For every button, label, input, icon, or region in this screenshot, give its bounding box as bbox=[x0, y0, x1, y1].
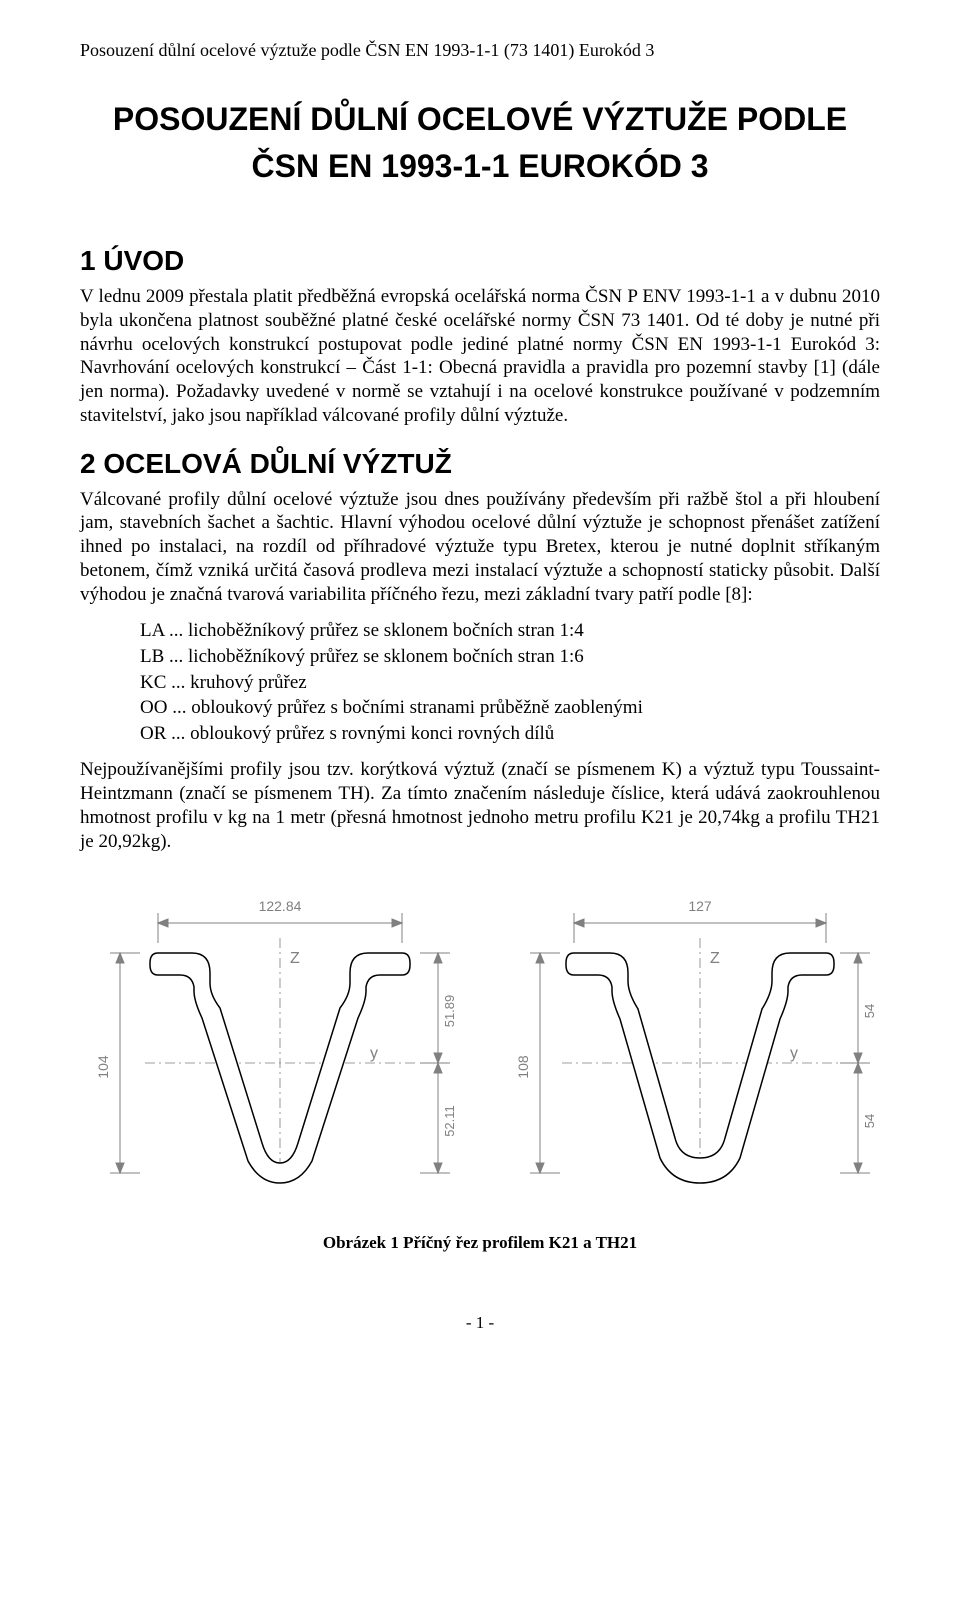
list-item: OR ... obloukový průřez s rovnými konci … bbox=[80, 721, 880, 747]
list-item: LB ... lichoběžníkový průřez se sklonem … bbox=[80, 644, 880, 670]
dim-width-right: 127 bbox=[688, 898, 712, 914]
dim-height-right: 108 bbox=[515, 1056, 531, 1080]
dim-upper-right: 54 bbox=[862, 1004, 877, 1018]
main-title-line1: POSOUZENÍ DŮLNÍ OCELOVÉ VÝZTUŽE PODLE bbox=[80, 101, 880, 138]
figure-row: 122.84 104 51.89 bbox=[80, 883, 880, 1203]
list-item: LA ... lichoběžníkový průřez se sklonem … bbox=[80, 618, 880, 644]
dim-upper-left: 51.89 bbox=[442, 995, 457, 1028]
list-item: OO ... obloukový průřez s bočními strana… bbox=[80, 695, 880, 721]
profile-k21-svg: 122.84 104 51.89 bbox=[80, 883, 460, 1203]
document-page: Posouzení důlní ocelové výztuže podle ČS… bbox=[0, 0, 960, 1373]
dim-height-left: 104 bbox=[95, 1056, 111, 1080]
axis-y-right: y bbox=[790, 1045, 798, 1062]
section-1-heading: 1 ÚVOD bbox=[80, 245, 880, 277]
dim-width-left: 122.84 bbox=[259, 898, 302, 914]
dim-lower-left: 52.11 bbox=[442, 1106, 457, 1138]
page-number: - 1 - bbox=[80, 1313, 880, 1333]
section-2-paragraph-2: Nejpoužívanějšími profily jsou tzv. korý… bbox=[80, 758, 880, 853]
running-header: Posouzení důlní ocelové výztuže podle ČS… bbox=[80, 40, 880, 61]
axis-y-left: y bbox=[370, 1045, 378, 1062]
figure-caption: Obrázek 1 Příčný řez profilem K21 a TH21 bbox=[80, 1233, 880, 1253]
profile-th21-svg: 127 108 54 5 bbox=[500, 883, 880, 1203]
axis-z-right: Z bbox=[710, 950, 720, 967]
dim-lower-right: 54 bbox=[862, 1114, 877, 1128]
axis-z-left: Z bbox=[290, 950, 300, 967]
section-2-heading: 2 OCELOVÁ DŮLNÍ VÝZTUŽ bbox=[80, 448, 880, 480]
main-title-line2: ČSN EN 1993-1-1 EUROKÓD 3 bbox=[80, 148, 880, 185]
list-item: KC ... kruhový průřez bbox=[80, 670, 880, 696]
section-2-paragraph-1: Válcované profily důlní ocelové výztuže … bbox=[80, 488, 880, 607]
section-1-paragraph: V lednu 2009 přestala platit předběžná e… bbox=[80, 285, 880, 428]
profile-type-list: LA ... lichoběžníkový průřez se sklonem … bbox=[80, 618, 880, 746]
